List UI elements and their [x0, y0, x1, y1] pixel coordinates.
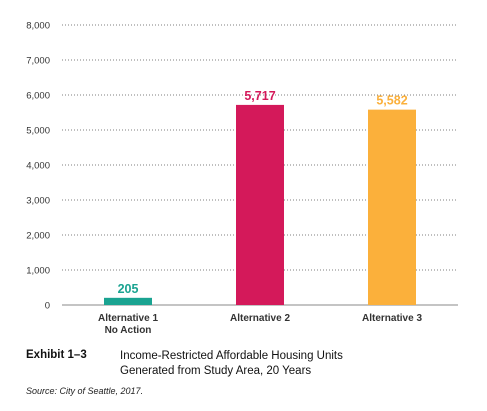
- y-tick-label: 8,000: [26, 21, 50, 32]
- exhibit-title-line-1: Income-Restricted Affordable Housing Uni…: [120, 350, 343, 362]
- x-category-label: Alternative 1: [98, 313, 158, 324]
- y-tick-label: 6,000: [26, 91, 50, 102]
- data-label: 205: [118, 282, 139, 296]
- data-label: 5,582: [376, 94, 407, 108]
- x-category-label: Alternative 3: [362, 313, 422, 324]
- y-tick-label: 3,000: [26, 196, 50, 207]
- y-tick-label: 0: [45, 301, 50, 312]
- bar: [236, 104, 284, 305]
- x-category-label: Alternative 2: [230, 313, 290, 324]
- data-label: 5,717: [244, 89, 275, 103]
- y-tick-label: 7,000: [26, 56, 50, 67]
- source-note: Source: City of Seattle, 2017.: [26, 386, 144, 396]
- exhibit-label: Exhibit 1–3: [26, 349, 87, 361]
- y-tick-label: 5,000: [26, 126, 50, 137]
- bar: [368, 109, 416, 305]
- y-tick-label: 4,000: [26, 161, 50, 172]
- exhibit-title: Income-Restricted Affordable Housing Uni…: [120, 349, 420, 379]
- exhibit-title-line-2: Generated from Study Area, 20 Years: [120, 365, 312, 377]
- y-tick-label: 1,000: [26, 266, 50, 277]
- bar: [104, 297, 152, 305]
- bar-chart: 0 1,000 2,000 3,000 4,000 5,000 6,000 7,000 8,00…: [26, 21, 458, 336]
- x-category-label: No Action: [105, 325, 152, 336]
- y-tick-label: 2,000: [26, 231, 50, 242]
